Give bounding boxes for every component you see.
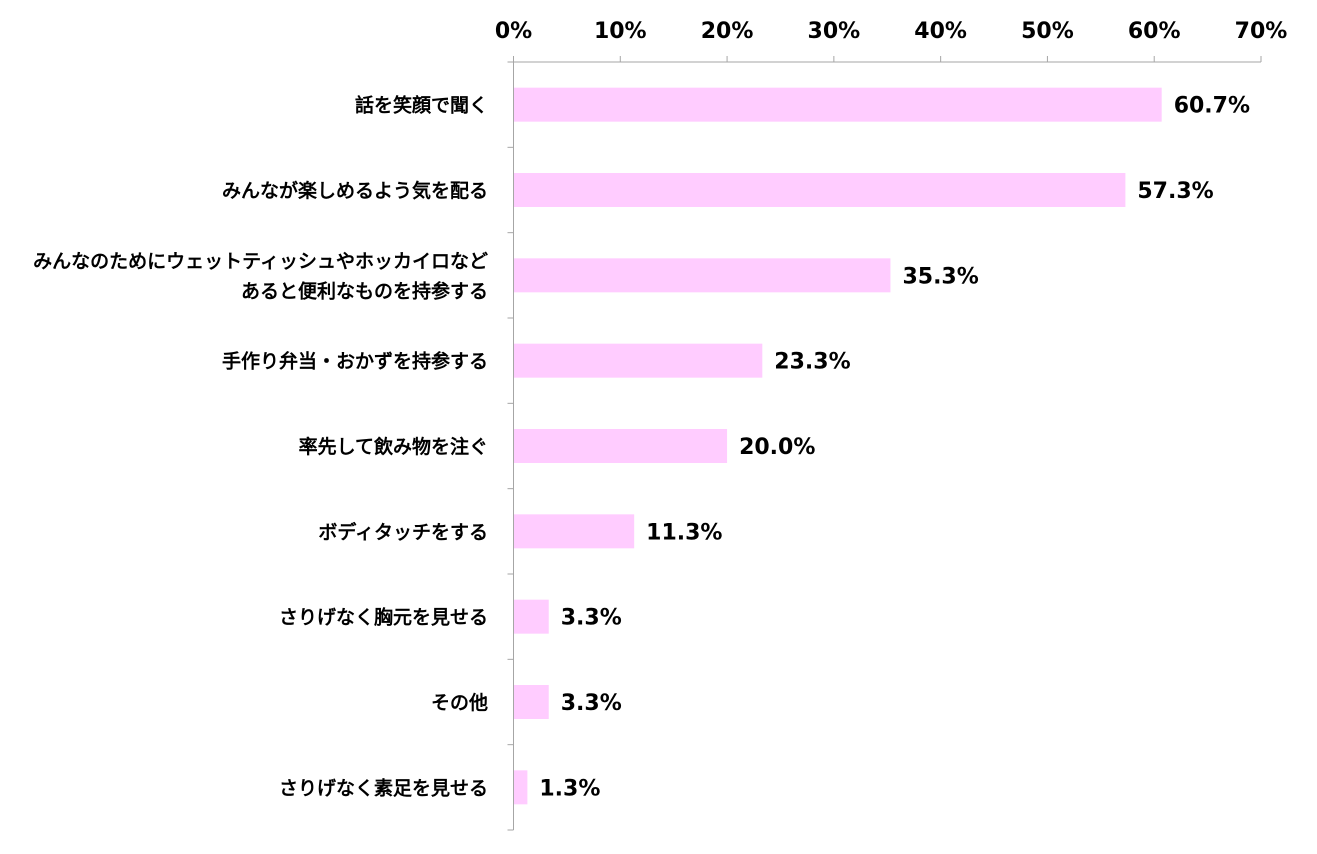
data-label: 57.3% — [1137, 179, 1213, 204]
x-axis: 0% 10% 20% 30% 40% 50% 60% 70% — [495, 19, 1288, 831]
x-tick-label: 0% — [495, 19, 532, 44]
category-label: みんなが楽しめるよう気を配る — [222, 179, 488, 202]
x-tick-label: 10% — [594, 19, 647, 44]
category-label: さりげなく素足を見せる — [279, 776, 488, 799]
category-label: あると便利なものを持参する — [241, 279, 488, 302]
bar — [514, 87, 1162, 122]
data-label: 3.3% — [561, 606, 622, 631]
bar — [514, 429, 728, 463]
category-label: 話を笑顔で聞く — [355, 94, 488, 117]
data-label: 20.0% — [739, 435, 815, 460]
x-tick-label: 40% — [914, 19, 967, 44]
category-label: 手作り弁当・おかずを持参する — [222, 350, 488, 373]
category-labels: 話を笑顔で聞くみんなが楽しめるよう気を配るみんなのためにウェットティッシュやホッ… — [33, 94, 488, 800]
data-label: 1.3% — [539, 776, 600, 801]
bars — [514, 87, 1162, 805]
category-label: ボディタッチをする — [318, 520, 488, 543]
data-label: 11.3% — [646, 520, 722, 545]
bar — [514, 343, 763, 378]
bar — [514, 173, 1126, 207]
bar — [514, 599, 549, 634]
x-tick-label: 60% — [1128, 19, 1181, 44]
x-tick-label: 30% — [808, 19, 861, 44]
bar — [514, 258, 891, 293]
x-tick-label: 50% — [1021, 19, 1074, 44]
bar — [514, 770, 528, 805]
data-label: 60.7% — [1174, 94, 1250, 119]
category-label: 率先して飲み物を注ぐ — [299, 435, 488, 458]
category-label: さりげなく胸元を見せる — [279, 606, 488, 629]
bar — [514, 685, 549, 719]
data-label: 23.3% — [774, 350, 850, 375]
data-label: 3.3% — [561, 691, 622, 716]
data-label: 35.3% — [902, 264, 978, 289]
category-label: その他 — [431, 691, 488, 714]
x-tick-label: 20% — [701, 19, 754, 44]
x-tick-label: 70% — [1235, 19, 1288, 44]
bar — [514, 514, 635, 549]
data-labels: 60.7% 57.3% 35.3% 23.3% 20.0% 11.3% 3.3% 3.3% 1.… — [539, 94, 1250, 802]
category-label: みんなのためにウェットティッシュやホッカイロなど — [33, 250, 488, 272]
